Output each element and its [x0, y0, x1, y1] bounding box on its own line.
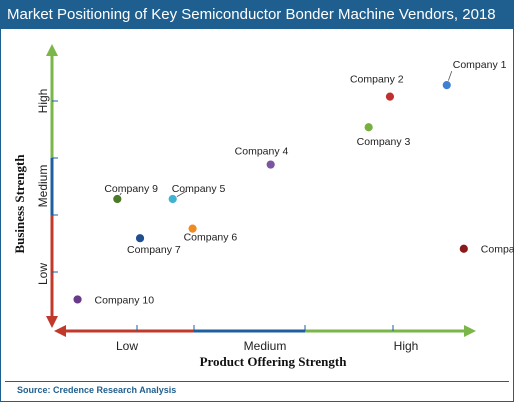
- company-3-label: Company 3: [357, 136, 411, 148]
- x-axis-title: Product Offering Strength: [200, 354, 348, 369]
- company-5-label: Company 5: [172, 183, 226, 195]
- y-axis-title: Business Strength: [12, 154, 27, 254]
- company-7-point: [135, 233, 145, 244]
- company-1-point: [441, 80, 452, 91]
- company-6-label: Company 6: [184, 232, 238, 244]
- company-3-point: [363, 122, 374, 133]
- y-tick-label-medium: Medium: [36, 165, 50, 208]
- company-1-label: Company 1: [453, 59, 507, 71]
- data-points: Company 1 Company 2 Company 3 Company 4 Comp…: [72, 59, 514, 306]
- company-5-point: [167, 194, 178, 204]
- company-9-point: [112, 194, 123, 204]
- company-8-point: [458, 243, 469, 254]
- company-2-label: Company 2: [350, 74, 404, 86]
- y-tick-label-high: High: [36, 89, 50, 114]
- company-9-label: Company 9: [104, 183, 158, 195]
- chart-title: Market Positioning of Key Semiconductor …: [1, 1, 513, 29]
- footer-divider: [5, 381, 509, 382]
- x-tick-label-low: Low: [116, 339, 138, 353]
- x-tick-label-medium: Medium: [244, 339, 287, 353]
- company-6-point: [187, 223, 198, 234]
- y-tick-label-low: Low: [36, 263, 50, 285]
- company-4-label: Company 4: [235, 146, 289, 158]
- source-note: Source: Credence Research Analysis: [17, 385, 177, 395]
- x-tick-label-high: High: [394, 339, 419, 353]
- company-10-point: [72, 294, 83, 305]
- company-7-label: Company 7: [127, 244, 181, 256]
- company-8-label: Company 8: [481, 244, 514, 256]
- company-10-label: Company 10: [95, 294, 155, 306]
- company-2-point: [385, 91, 395, 102]
- company-4-point: [265, 159, 276, 170]
